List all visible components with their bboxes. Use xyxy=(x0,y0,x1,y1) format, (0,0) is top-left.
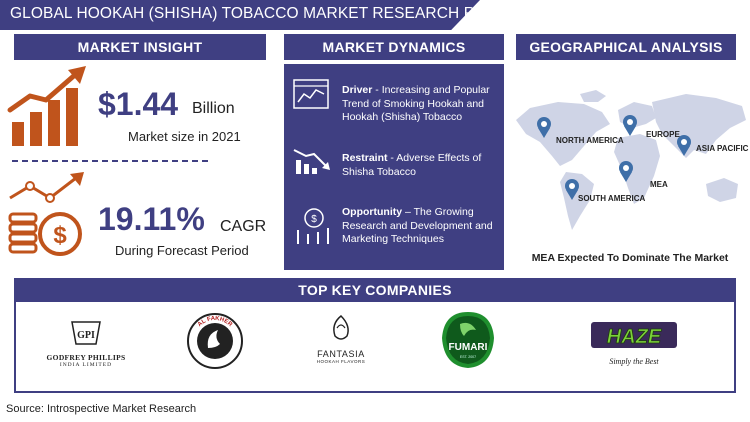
dollar-growth-icon: $ xyxy=(8,172,84,256)
geographical-analysis-heading: GEOGRAPHICAL ANALYSIS xyxy=(516,34,736,60)
growth-bar-chart-icon xyxy=(7,66,86,146)
company-fantasia-logo: FANTASIA HOOKAH FLAVORS xyxy=(306,314,376,364)
company-godfrey-phillips-logo: GPI GODFREY PHILLIPS INDIA LIMITED xyxy=(38,318,134,368)
fantasia-emblem-icon xyxy=(333,314,349,340)
europe-pin-icon xyxy=(623,115,637,136)
north-america-pin-icon xyxy=(537,117,551,138)
asia-pacific-pin-icon xyxy=(677,135,691,156)
top-companies-heading: TOP KEY COMPANIES xyxy=(14,278,736,302)
mea-label: MEA xyxy=(650,180,668,189)
north-america-label: NORTH AMERICA xyxy=(556,136,624,145)
map-caption: MEA Expected To Dominate The Market xyxy=(531,252,729,264)
driver-chart-icon xyxy=(293,79,329,109)
svg-text:$: $ xyxy=(311,214,317,225)
source-note: Source: Introspective Market Research xyxy=(6,403,197,415)
driver-item: Driver - Increasing and Popular Trend of… xyxy=(342,84,490,123)
opportunity-growth-icon: $ xyxy=(297,208,329,244)
svg-text:SINCE 1999: SINCE 1999 xyxy=(203,350,228,359)
fumari-badge-icon: FUMARI EST. 2007 xyxy=(442,312,494,368)
south-america-pin-icon xyxy=(565,179,579,200)
south-america-label: SOUTH AMERICA xyxy=(578,194,646,203)
svg-text:FUMARI: FUMARI xyxy=(449,342,488,353)
haze-wordmark-icon: HAZE xyxy=(591,322,677,348)
company-haze-logo: HAZE Simply the Best xyxy=(586,318,682,366)
restraint-item: Restraint - Adverse Effects of Shisha To… xyxy=(342,152,482,178)
godfrey-crest-icon: GPI xyxy=(71,321,101,345)
market-dynamics-panel: Driver - Increasing and Popular Trend of… xyxy=(284,64,504,270)
company-fumari-logo: FUMARI EST. 2007 xyxy=(440,310,496,375)
market-size-value: $1.44 xyxy=(98,86,179,122)
cagr-label: CAGR xyxy=(220,218,267,235)
asia-pacific-label: ASIA PACIFIC xyxy=(696,144,749,153)
market-insight-heading: MARKET INSIGHT xyxy=(14,34,266,60)
report-title: GLOBAL HOOKAH (SHISHA) TOBACCO MARKET RE… xyxy=(10,5,529,22)
title-bar xyxy=(0,0,480,30)
market-size-caption: Market size in 2021 xyxy=(128,129,241,144)
cagr-value: 19.11% xyxy=(98,201,205,237)
opportunity-item: Opportunity – The Growing Research and D… xyxy=(342,206,493,245)
mea-pin-icon xyxy=(619,161,633,182)
divider xyxy=(12,160,208,162)
restraint-decline-icon xyxy=(293,149,330,174)
al-fakher-seal-icon: AL FAKHER SINCE 1999 xyxy=(187,313,243,369)
svg-text:GPI: GPI xyxy=(77,330,95,341)
market-dynamics-heading: MARKET DYNAMICS xyxy=(284,34,504,60)
cagr-caption: During Forecast Period xyxy=(115,243,249,258)
market-size-unit: Billion xyxy=(192,100,235,117)
svg-text:$: $ xyxy=(53,222,67,249)
svg-text:EST. 2007: EST. 2007 xyxy=(460,355,476,359)
europe-label: EUROPE xyxy=(646,130,680,139)
world-map xyxy=(516,90,746,230)
svg-text:HAZE: HAZE xyxy=(607,326,662,348)
company-al-fakher-logo: AL FAKHER SINCE 1999 xyxy=(186,312,244,375)
